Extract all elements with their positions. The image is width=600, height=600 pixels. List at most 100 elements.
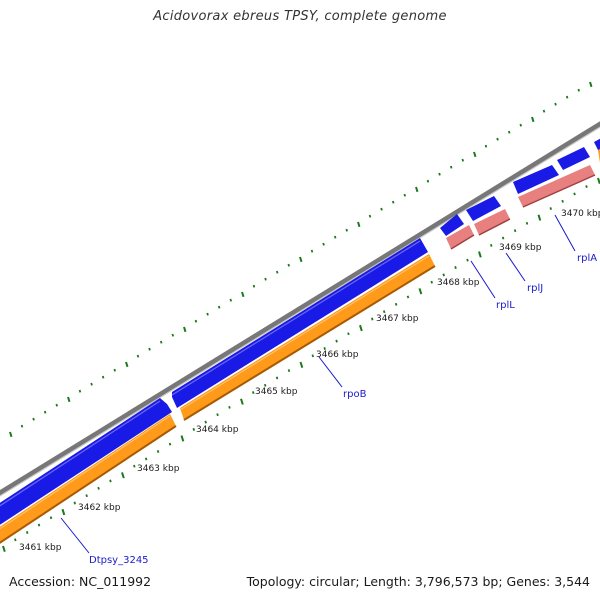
major-tick — [67, 396, 71, 403]
gene-label-rpob[interactable]: rpoB — [343, 389, 367, 400]
kbp-label: 3466 kbp — [316, 350, 359, 360]
minor-tick — [565, 95, 569, 99]
major-tick — [240, 398, 244, 405]
minor-tick — [507, 130, 511, 134]
gene-label-rpll[interactable]: rplL — [496, 300, 515, 311]
major-tick — [61, 508, 66, 516]
major-tick — [473, 151, 477, 158]
major-tick — [418, 288, 423, 295]
minor-tick — [391, 200, 395, 204]
label-connectors — [60, 214, 576, 554]
minor-tick — [144, 457, 148, 461]
minor-tick — [49, 516, 53, 520]
kbp-label: 3462 kbp — [78, 503, 121, 513]
rna-track — [446, 165, 596, 250]
minor-tick — [159, 340, 163, 344]
minor-tick — [380, 207, 383, 211]
kbp-label: 3468 kbp — [437, 278, 480, 288]
minor-tick — [14, 538, 17, 542]
rna-feature-rplj[interactable] — [474, 209, 510, 235]
minor-tick — [78, 389, 82, 393]
cds-feature-rpla[interactable] — [513, 165, 559, 194]
minor-tick — [90, 382, 93, 386]
minor-tick — [194, 319, 198, 323]
minor-tick — [335, 339, 338, 343]
minor-tick — [501, 236, 505, 240]
kbp-label: 3470 kbp — [561, 209, 600, 219]
map-title: Acidovorax ebreus TPSY, complete genome — [153, 9, 447, 24]
minor-tick — [368, 214, 372, 218]
cds-feature-rpob[interactable] — [172, 238, 428, 408]
gene-label-rplj[interactable]: rplJ — [527, 283, 543, 294]
minor-tick — [287, 369, 291, 372]
minor-tick — [461, 158, 465, 162]
kbp-label: 3461 kbp — [19, 543, 62, 553]
minor-tick — [430, 280, 433, 284]
rna-feature-rpla[interactable] — [518, 165, 595, 207]
minor-tick — [490, 243, 493, 247]
kbp-label: 3463 kbp — [137, 464, 180, 474]
minor-tick — [513, 229, 517, 233]
gene-label-rpla[interactable]: rplA — [577, 253, 597, 264]
minor-tick — [323, 347, 326, 350]
minor-tick — [97, 486, 100, 490]
major-tick — [241, 291, 245, 298]
major-tick — [299, 256, 303, 263]
minor-tick — [333, 235, 337, 239]
minor-tick — [216, 413, 219, 417]
minor-tick — [371, 317, 374, 321]
minor-tick — [85, 494, 88, 498]
minor-tick — [20, 424, 24, 428]
cds-feature-rplk[interactable] — [557, 147, 590, 170]
major-tick — [180, 435, 185, 442]
minor-tick — [585, 185, 588, 188]
minor-tick — [311, 354, 315, 358]
minor-tick — [252, 391, 255, 395]
rna-feature-rpll[interactable] — [446, 225, 474, 249]
minor-tick — [73, 501, 76, 505]
minor-tick — [55, 403, 58, 407]
minor-tick — [229, 298, 233, 302]
cds-feature-edge — [594, 138, 600, 152]
minor-tick — [25, 531, 29, 534]
major-tick — [531, 116, 535, 123]
minor-tick — [217, 305, 221, 309]
minor-tick — [442, 273, 445, 277]
inner-tick-marks — [2, 177, 600, 553]
gene-feature-rpob[interactable] — [180, 254, 435, 420]
gene-labels: Dtpsy_3245 rpoB rplL rplJ rplA — [89, 253, 597, 566]
minor-tick — [382, 310, 386, 314]
major-tick — [9, 431, 13, 438]
gene-label-dtpsy-3245[interactable]: Dtpsy_3245 — [89, 555, 149, 566]
cds-feature-rpll[interactable] — [440, 214, 464, 236]
cds-feature-dtpsy[interactable] — [0, 398, 172, 528]
cds-track — [0, 138, 600, 528]
minor-tick — [449, 165, 453, 169]
kbp-label: 3467 kbp — [376, 314, 419, 324]
minor-tick — [345, 228, 348, 232]
minor-tick — [519, 123, 522, 127]
cds-feature-rplj[interactable] — [466, 196, 501, 221]
minor-tick — [113, 368, 116, 372]
minor-tick — [577, 88, 580, 92]
minor-tick — [525, 221, 529, 225]
gene-feature-dtpsy[interactable] — [0, 414, 176, 546]
minor-tick — [101, 375, 105, 379]
minor-tick — [37, 523, 41, 527]
minor-tick — [394, 302, 398, 306]
minor-tick — [561, 199, 564, 203]
minor-tick — [426, 179, 430, 183]
major-tick — [589, 81, 593, 88]
minor-tick — [136, 354, 140, 358]
minor-tick — [496, 137, 499, 141]
minor-tick — [228, 405, 231, 409]
minor-tick — [264, 277, 267, 281]
minor-tick — [133, 464, 136, 468]
minor-tick — [148, 347, 151, 351]
minor-tick — [438, 172, 441, 176]
minor-tick — [484, 144, 488, 148]
minor-tick — [310, 249, 314, 253]
minor-tick — [206, 312, 209, 316]
kbp-label: 3469 kbp — [499, 243, 542, 253]
